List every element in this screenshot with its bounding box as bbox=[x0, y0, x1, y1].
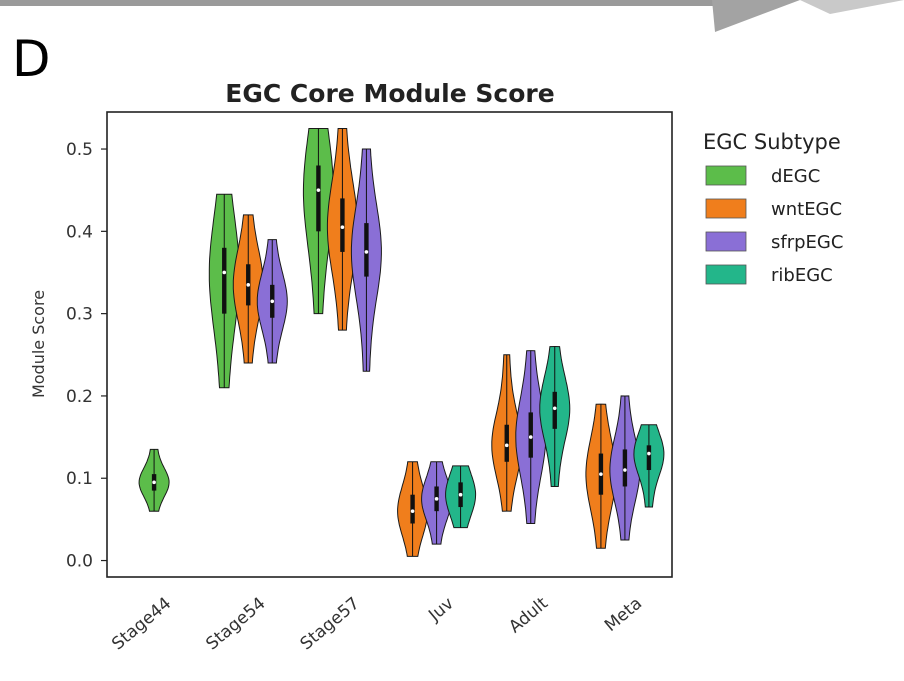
x-axis: Stage44 Stage54 Stage57 Juv Adult Meta bbox=[108, 593, 646, 654]
legend-label: ribEGC bbox=[771, 265, 833, 286]
x-tick-label: Meta bbox=[601, 594, 646, 636]
violin-median bbox=[528, 435, 533, 439]
legend-label: wntEGC bbox=[771, 199, 842, 220]
violin-median bbox=[552, 406, 557, 411]
y-axis: 0.0 0.1 0.2 0.3 0.4 0.5 bbox=[66, 140, 107, 572]
legend-swatch bbox=[705, 264, 747, 285]
x-tick-label: Stage54 bbox=[202, 594, 269, 655]
violin-median bbox=[504, 443, 509, 448]
y-tick-label: 0.4 bbox=[66, 222, 93, 242]
violin-median bbox=[340, 225, 345, 230]
violin-median bbox=[410, 509, 415, 513]
violin-median bbox=[623, 468, 627, 472]
violin-median bbox=[364, 250, 369, 254]
y-tick-label: 0.1 bbox=[66, 469, 93, 489]
violin-median bbox=[316, 188, 321, 192]
violin-median bbox=[599, 472, 603, 476]
y-tick-label: 0.2 bbox=[66, 387, 93, 407]
legend-title: EGC Subtype bbox=[703, 130, 841, 154]
violin-median bbox=[152, 480, 156, 485]
violin-median bbox=[458, 492, 463, 497]
chart-title: EGC Core Module Score bbox=[225, 79, 554, 108]
x-tick-label: Juv bbox=[424, 594, 457, 627]
violin-median bbox=[647, 451, 651, 456]
legend-label: dEGC bbox=[771, 166, 820, 187]
plot-frame bbox=[106, 111, 673, 578]
legend-swatch bbox=[705, 198, 747, 219]
x-tick-label: Stage44 bbox=[108, 594, 175, 655]
legend-swatch bbox=[705, 231, 747, 252]
x-tick-label: Stage57 bbox=[297, 594, 364, 655]
panel-letter: D bbox=[12, 30, 51, 88]
top-banner-decoration bbox=[0, 0, 904, 32]
legend-swatch bbox=[705, 165, 747, 186]
legend: EGC Subtype dEGC wntEGC sfrpEGC ribEGC bbox=[703, 130, 843, 286]
y-tick-label: 0.3 bbox=[66, 305, 93, 325]
y-tick-label: 0.0 bbox=[66, 552, 93, 572]
violin-median bbox=[270, 299, 275, 304]
violin-median bbox=[246, 283, 251, 287]
plot-area bbox=[138, 127, 665, 557]
y-tick-label: 0.5 bbox=[66, 140, 93, 160]
x-tick-label: Adult bbox=[505, 593, 552, 637]
violin-median bbox=[222, 270, 227, 275]
y-axis-label: Module Score bbox=[29, 290, 48, 398]
violin-median bbox=[434, 497, 439, 501]
legend-label: sfrpEGC bbox=[771, 232, 843, 253]
